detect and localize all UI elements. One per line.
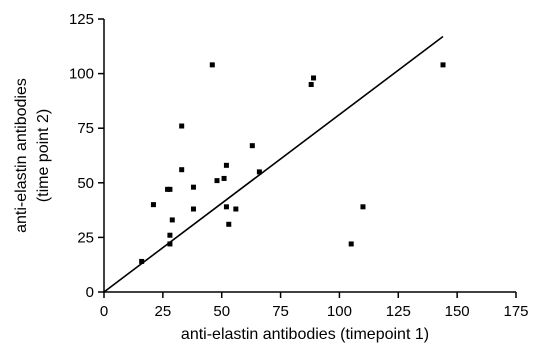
data-point (360, 204, 366, 210)
data-point (190, 206, 196, 212)
data-point (179, 167, 185, 173)
fit-line-group (103, 35, 444, 293)
data-point (169, 217, 175, 223)
data-point (348, 241, 354, 247)
data-point (226, 221, 232, 227)
y-axis-label: anti-elastin antibodies (time point 2) (13, 78, 52, 233)
x-tick-label: 50 (213, 303, 230, 320)
data-point (167, 232, 173, 238)
data-point (440, 62, 446, 68)
data-point (139, 258, 145, 264)
y-tick-label: 75 (77, 120, 94, 137)
data-points (139, 62, 446, 264)
data-point (209, 62, 215, 68)
data-point (223, 204, 229, 210)
x-tick-label: 125 (386, 303, 411, 320)
data-point (223, 162, 229, 168)
data-point (256, 169, 262, 175)
x-tick-label: 0 (100, 303, 108, 320)
ticks: 0 25 50 75 100 125 150 175 0 25 50 75 100 125 (69, 11, 529, 320)
y-axis-label-line-1: anti-elastin antibodies (13, 78, 30, 233)
x-axis-label: anti-elastin antibodies (timepoint 1) (181, 326, 429, 343)
y-axis-label-line-2: (time point 2) (35, 109, 52, 202)
x-tick-label: 150 (445, 303, 470, 320)
fit-line (103, 35, 444, 293)
data-point (150, 202, 156, 208)
data-point (249, 143, 255, 149)
x-tick-label: 100 (327, 303, 352, 320)
y-tick-label: 100 (69, 66, 94, 83)
x-tick-label: 75 (272, 303, 289, 320)
data-point (308, 82, 314, 88)
data-point (221, 175, 227, 181)
data-point (311, 75, 317, 81)
data-point (167, 241, 173, 247)
y-tick-label: 25 (77, 229, 94, 246)
data-point (167, 186, 173, 192)
x-tick-label: 25 (155, 303, 172, 320)
x-tick-label: 175 (503, 303, 528, 320)
data-point (190, 184, 196, 190)
y-tick-label: 0 (86, 284, 94, 301)
data-point (214, 178, 220, 184)
axes (103, 19, 516, 293)
data-point (179, 123, 185, 129)
y-tick-label: 50 (77, 175, 94, 192)
data-point (233, 206, 239, 212)
y-tick-label: 125 (69, 11, 94, 28)
